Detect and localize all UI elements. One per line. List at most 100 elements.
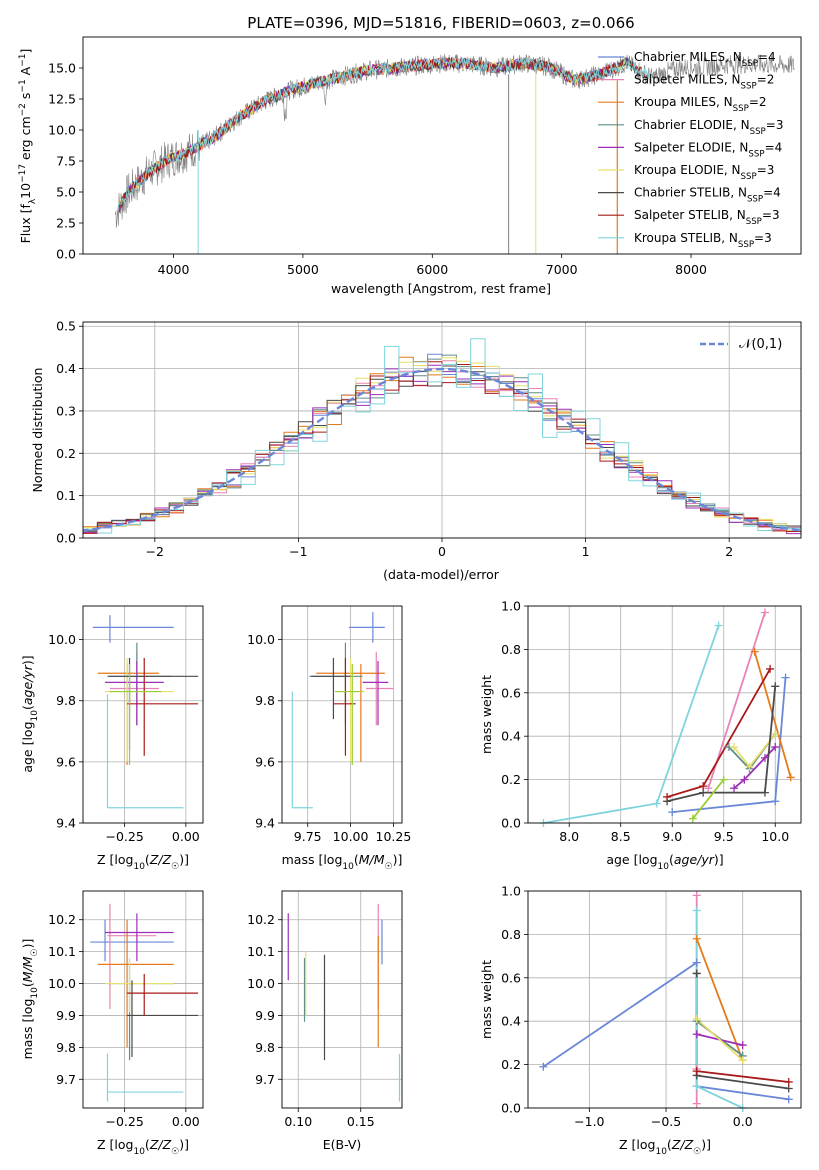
- label-part: )]: [20, 939, 35, 949]
- weight-marker: [738, 1056, 747, 1065]
- model-spectrum-2: [119, 57, 623, 209]
- axes-frame: [527, 890, 802, 1109]
- label-part: =2: [749, 95, 767, 109]
- label-part: =4: [758, 50, 776, 64]
- weight-marker: [784, 1077, 793, 1086]
- label-part: 10: [342, 862, 354, 872]
- weight-marker: [760, 753, 769, 762]
- label-part: erg cm: [18, 116, 33, 164]
- x-tick-label: 7000: [546, 262, 578, 277]
- label-part: 10: [30, 987, 40, 999]
- plot-area: [528, 891, 801, 1108]
- label-part: Salpeter STELIB, N: [634, 208, 746, 222]
- y-tick-label: 10.0: [247, 632, 275, 647]
- label-part: mass [log: [282, 852, 343, 867]
- legend-entry: 𝒩(0,1): [739, 337, 782, 352]
- label-part: (: [145, 1137, 150, 1152]
- plot-area: [528, 606, 801, 823]
- x-tick-label: 0.00: [172, 829, 200, 844]
- label-part: 10: [133, 1147, 145, 1157]
- legend-entry: Salpeter STELIB, NSSP=3: [634, 208, 780, 227]
- label-part: )]: [179, 1137, 189, 1152]
- plot-area: [115, 53, 795, 254]
- y-tick-label: 9.8: [255, 1040, 275, 1055]
- weight-marker: [704, 784, 713, 793]
- label-part: Chabrier ELODIE, N: [634, 118, 750, 132]
- label-part: =2: [757, 73, 775, 87]
- x-tick-label: 2: [725, 544, 733, 559]
- y-axis-label: mass weight: [479, 960, 494, 1039]
- label-part: age/yr: [20, 664, 35, 705]
- label-part: ]: [18, 49, 33, 54]
- label-part: Z [log: [97, 852, 133, 867]
- y-tick-label: 10.0: [48, 123, 76, 138]
- histogram-series-8: [83, 338, 801, 535]
- weight-marker: [740, 775, 749, 784]
- legend-entry: Chabrier STELIB, NSSP=4: [634, 186, 781, 205]
- y-tick-label: 0.6: [501, 685, 521, 700]
- label-part: ☉: [385, 862, 393, 872]
- x-axis-label: Z [log10(Z/Z☉)]: [97, 852, 189, 872]
- label-part: )]: [179, 852, 189, 867]
- weight-marker: [784, 1095, 793, 1104]
- label-part: =4: [763, 186, 781, 200]
- label-part: A: [18, 66, 33, 79]
- y-tick-label: 9.7: [56, 1072, 76, 1087]
- x-axis-label: Z [log10(Z/Z☉)]: [619, 1137, 711, 1157]
- label-part: E(B-V): [323, 1137, 362, 1152]
- y-tick-label: 0.0: [56, 531, 76, 546]
- weight-marker: [786, 773, 795, 782]
- weight-marker: [692, 1099, 701, 1108]
- label-part: SSP: [748, 149, 764, 159]
- x-tick-label: −0.5: [651, 1114, 681, 1129]
- weight-marker: [692, 906, 701, 915]
- axes-frame: [281, 605, 403, 824]
- label-part: M/M: [359, 852, 385, 867]
- model-spectrum-0: [118, 56, 614, 209]
- label-part: 10: [30, 710, 40, 722]
- y-tick-label: 0.0: [501, 816, 521, 831]
- y-axis-label: mass [log10(M/M☉)]: [20, 939, 40, 1060]
- weight-marker: [771, 797, 780, 806]
- y-tick-label: 0.4: [501, 1014, 521, 1029]
- y-axis-label: mass weight: [479, 675, 494, 754]
- weight-marker: [668, 808, 677, 817]
- x-tick-label: −0.25: [105, 1114, 143, 1129]
- axes-frame: [82, 605, 204, 824]
- y-tick-label: 0.4: [501, 729, 521, 744]
- y-tick-label: 0.1: [56, 488, 76, 503]
- weight-marker: [692, 969, 701, 978]
- weight-marker: [714, 621, 723, 630]
- label-part: SSP: [741, 82, 757, 92]
- y-tick-label: 0.5: [56, 319, 76, 334]
- x-tick-label: 1: [582, 544, 590, 559]
- y-tick-label: 9.8: [56, 1040, 76, 1055]
- label-part: age [log: [20, 721, 35, 772]
- weight-marker: [738, 1041, 747, 1050]
- legend-entry: Kroupa STELIB, NSSP=3: [634, 231, 772, 250]
- label-part: SSP: [738, 240, 754, 250]
- label-part: Chabrier MILES, N: [634, 50, 742, 64]
- label-part: )]: [701, 1137, 711, 1152]
- axes-frame: [82, 36, 802, 255]
- y-tick-label: 10.0: [48, 632, 76, 647]
- model-spectrum-4: [118, 57, 632, 211]
- y-tick-label: 10.2: [247, 912, 275, 927]
- label-part: Z/Z: [149, 1137, 172, 1152]
- y-tick-label: 12.5: [48, 92, 76, 107]
- weight-marker: [771, 743, 780, 752]
- legend-entry: Kroupa ELODIE, NSSP=3: [634, 163, 774, 182]
- weight-marker: [688, 814, 697, 823]
- y-tick-label: 9.8: [255, 693, 275, 708]
- weight-marker: [730, 743, 739, 752]
- axes-frame: [281, 890, 403, 1109]
- label-part: (: [20, 982, 35, 987]
- panel-spectrum: 4000 5000 6000 7000 8000 0.0 2.5 5.0 7.5 10.0 12.5…: [18, 36, 802, 296]
- weight-marker: [699, 782, 708, 791]
- weight-marker: [760, 788, 769, 797]
- y-tick-label: 9.6: [255, 754, 275, 769]
- normal-curve: [83, 367, 801, 532]
- chart-layer: 4000 5000 6000 7000 80000.02.55.07.510.012.5…: [18, 36, 802, 1157]
- y-tick-label: 0.3: [56, 403, 76, 418]
